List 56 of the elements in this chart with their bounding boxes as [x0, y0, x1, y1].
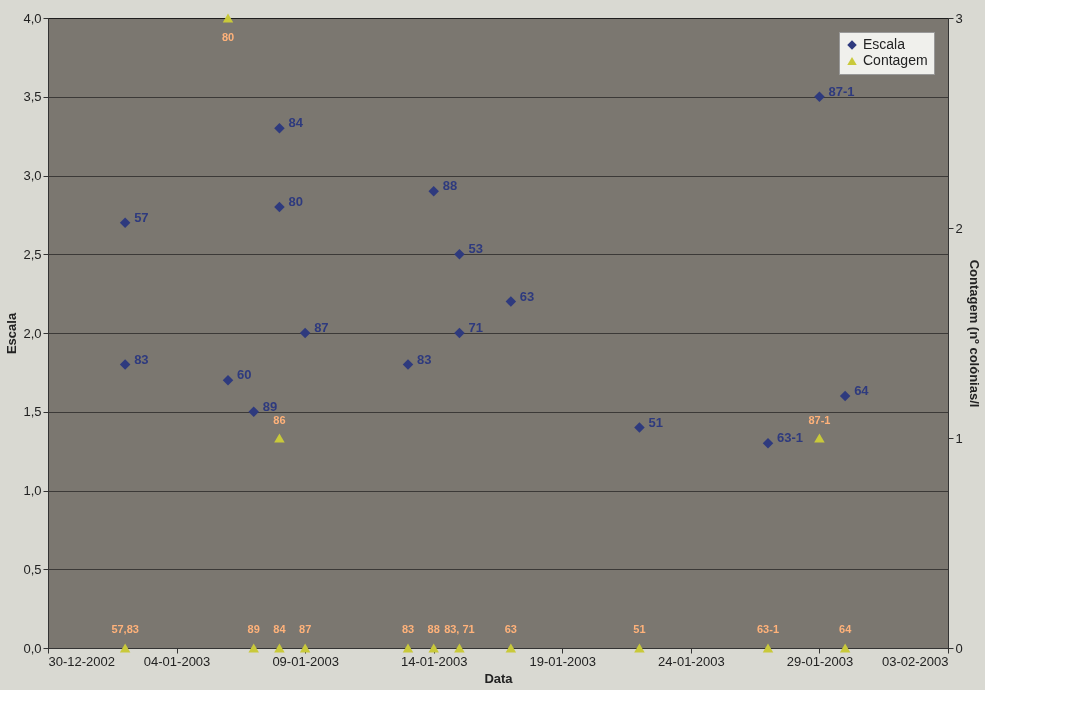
- annotation: 57: [134, 209, 149, 225]
- annotation: 57,83: [111, 623, 139, 635]
- x-tick-label: 30-12-2002: [48, 653, 115, 669]
- annotation: 60: [237, 367, 252, 383]
- annotation: 83, 71: [444, 623, 475, 635]
- annotation: 84: [288, 115, 304, 131]
- annotation: 80: [288, 194, 303, 209]
- annotation: 63: [519, 288, 535, 304]
- annotation: 88: [442, 178, 458, 194]
- y-tick-label: 2,0: [23, 325, 42, 341]
- annotation: 64: [854, 383, 870, 398]
- annotation: 86: [273, 413, 286, 426]
- annotation: 71: [468, 320, 483, 335]
- y-tick-label: 1,0: [23, 483, 42, 498]
- y-tick-label: 0,5: [23, 561, 42, 577]
- x-tick-label: 19-01-2003: [529, 653, 597, 669]
- y2-tick-label: 2: [955, 220, 963, 236]
- legend-label: Contagem: [863, 52, 928, 68]
- y-tick-label: 2,5: [23, 246, 42, 262]
- annotation: 83: [401, 623, 415, 635]
- annotation: 51: [648, 414, 663, 430]
- y2-tick-label: 1: [955, 430, 963, 446]
- annotation: 89: [247, 623, 260, 635]
- x-tick-label: 04-01-2003: [143, 653, 211, 669]
- y-tick-label: 3,0: [23, 168, 42, 183]
- annotation: 87: [314, 320, 329, 335]
- annotation: 84: [273, 623, 287, 635]
- y-tick-label: 3,5: [23, 89, 42, 105]
- annotation: 53: [468, 241, 483, 257]
- y-tick-label: 4,0: [23, 10, 42, 26]
- annotation: 63: [504, 623, 517, 635]
- legend-label: Escala: [863, 36, 906, 52]
- annotation: 87-1: [828, 83, 855, 99]
- annotation: 88: [427, 623, 440, 635]
- y2-axis-title: Contagem (nº colónias/l: [966, 259, 982, 408]
- annotation: 83: [134, 351, 149, 367]
- annotation: 51: [633, 623, 646, 635]
- y2-tick-label: 3: [955, 10, 963, 26]
- annotation: 89: [262, 398, 278, 414]
- annotation: 63-1: [756, 623, 780, 635]
- y-tick-label: 0,0: [23, 640, 42, 656]
- x-tick-label: 09-01-2003: [272, 653, 339, 669]
- annotation: 87-1: [808, 413, 831, 426]
- annotation: 83: [417, 351, 432, 367]
- annotation: 80: [221, 31, 235, 43]
- x-tick-label: 24-01-2003: [658, 653, 725, 669]
- x-axis-title: Data: [484, 670, 514, 686]
- annotation: 64: [839, 623, 853, 635]
- x-tick-label: 03-02-2003: [882, 653, 949, 669]
- y-axis-title: Escala: [4, 312, 20, 355]
- x-tick-label: 29-01-2003: [786, 653, 854, 669]
- x-tick-label: 14-01-2003: [400, 653, 468, 669]
- y-tick-label: 1,5: [23, 404, 42, 420]
- annotation: 63-1: [777, 430, 804, 446]
- annotation: 87: [299, 623, 312, 635]
- y2-tick-label: 0: [955, 640, 963, 656]
